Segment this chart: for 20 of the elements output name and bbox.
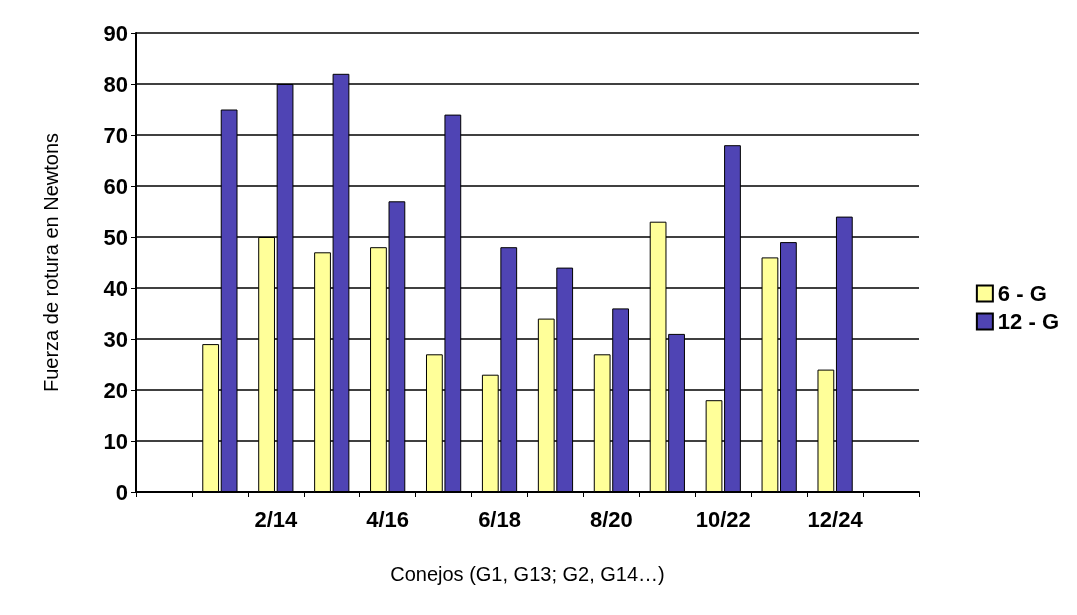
y-tick-label: 10 xyxy=(103,428,128,454)
y-tick-label: 30 xyxy=(103,326,128,352)
y-tick-label: 50 xyxy=(103,224,128,250)
legend-label: 12 - G xyxy=(997,309,1060,334)
y-tick-label: 40 xyxy=(103,275,128,301)
legend-label: 6 - G xyxy=(997,281,1047,306)
y-tick-label: 70 xyxy=(103,122,128,148)
x-tick-label: 2/14 xyxy=(254,506,298,532)
y-tick-label: 0 xyxy=(115,479,128,505)
x-tick-label: 4/16 xyxy=(366,506,410,532)
x-tick-label: 6/18 xyxy=(478,506,521,532)
y-tick-label: 60 xyxy=(103,173,128,199)
x-tick-label: 8/20 xyxy=(589,506,633,532)
x-tick-label: 10/22 xyxy=(695,506,751,532)
y-axis-title: Fuerza de rotura en Newtons xyxy=(40,132,62,393)
y-tick-label: 90 xyxy=(103,20,128,46)
y-tick-label: 80 xyxy=(103,71,128,97)
x-axis-title: Conejos (G1, G13; G2, G14…) xyxy=(390,563,665,585)
x-tick-label: 12/24 xyxy=(807,506,864,532)
y-tick-label: 20 xyxy=(103,377,128,403)
